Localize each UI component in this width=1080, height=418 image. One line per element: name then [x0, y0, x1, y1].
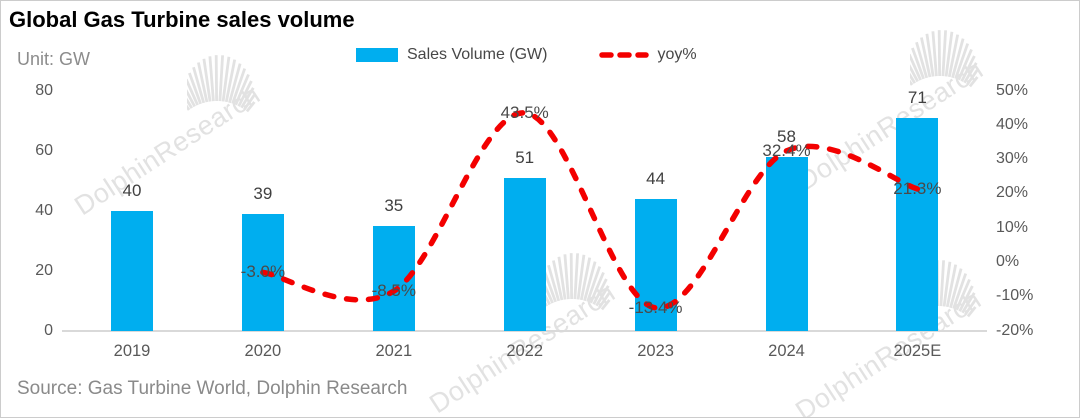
watermark-text: DolphinResearch — [792, 54, 989, 197]
right-axis-tick: -10% — [996, 287, 1034, 305]
dolphin-fin-watermark-icon — [187, 55, 256, 113]
bar-value-label: 35 — [384, 196, 404, 215]
legend-line-label: yoy% — [657, 46, 697, 63]
source-note: Source: Gas Turbine World, Dolphin Resea… — [17, 378, 408, 399]
yoy-value-label: -3.0% — [240, 262, 286, 282]
left-axis-tick: 40 — [35, 202, 53, 219]
yoy-value-label: -8.5% — [371, 281, 417, 301]
yoy-value-label: -13.4% — [628, 297, 683, 317]
category-label: 2022 — [506, 342, 544, 360]
chart-title: Global Gas Turbine sales volume — [9, 7, 355, 32]
bar-value-label: 39 — [253, 184, 273, 203]
bar-value-label: 58 — [777, 127, 796, 146]
left-axis-tick: 20 — [35, 262, 53, 279]
right-axis-tick: 40% — [996, 115, 1029, 133]
bar-value-label: 71 — [907, 88, 927, 107]
category-label: 2020 — [244, 342, 282, 360]
category-label: 2025E — [893, 342, 942, 360]
bar-value-label: 44 — [646, 169, 666, 188]
right-axis-tick: 20% — [996, 184, 1029, 202]
right-axis-tick: -20% — [996, 321, 1034, 339]
category-label: 2019 — [113, 342, 151, 360]
bar-value-label: 51 — [515, 148, 535, 167]
yoy-value-label: 21.3% — [893, 178, 942, 198]
legend-bar-label: Sales Volume (GW) — [407, 46, 548, 63]
bar-series-swatch — [356, 48, 398, 62]
left-axis-tick: 80 — [35, 82, 53, 99]
bar-2022 — [503, 178, 546, 331]
axis-unit-label: Unit: GW — [17, 49, 91, 69]
category-label: 2023 — [637, 342, 674, 360]
line-series-dash-icon — [599, 52, 650, 58]
yoy-value-label: 43.5% — [500, 102, 549, 122]
x-axis-line — [62, 330, 987, 332]
right-axis-tick: 10% — [996, 218, 1029, 236]
category-label: 2024 — [768, 342, 805, 360]
category-label: 2021 — [375, 342, 413, 360]
right-axis-tick: 30% — [996, 150, 1029, 168]
bar-2024 — [765, 157, 808, 331]
right-axis-tick: 0% — [996, 253, 1020, 270]
legend: Sales Volume (GW) yoy% — [356, 46, 697, 64]
bar-2025E — [896, 118, 939, 331]
left-axis-tick: 60 — [35, 142, 53, 159]
left-axis-tick: 0 — [44, 322, 53, 339]
yoy-value-label: 32.4% — [762, 140, 811, 160]
bar-value-label: 40 — [122, 181, 142, 200]
right-axis-tick: 50% — [996, 81, 1029, 99]
bar-2019 — [111, 211, 153, 331]
bar-2021 — [372, 226, 415, 331]
